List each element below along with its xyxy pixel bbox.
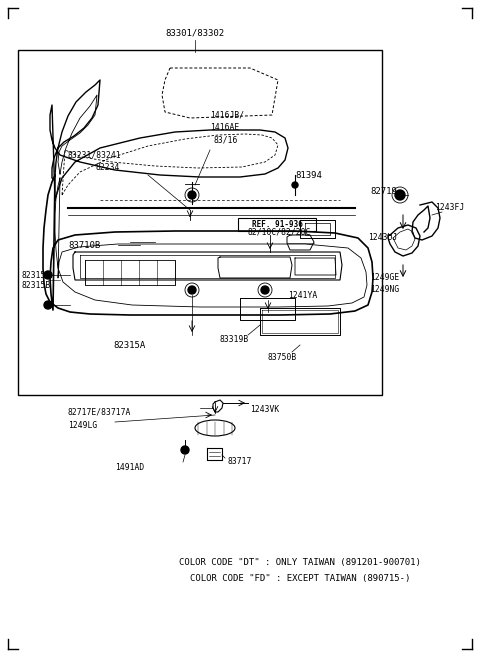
Text: 83717: 83717 (228, 457, 252, 466)
Text: 82315B: 82315B (22, 281, 51, 290)
Text: 83/16: 83/16 (214, 135, 239, 145)
Text: 1416AE: 1416AE (210, 122, 239, 131)
Text: 83319B: 83319B (220, 336, 249, 344)
Circle shape (261, 286, 269, 294)
Text: 1249GE: 1249GE (370, 273, 399, 283)
Text: 83301/83302: 83301/83302 (166, 28, 225, 37)
Circle shape (44, 271, 52, 279)
Circle shape (188, 191, 196, 199)
Text: 83231/83241: 83231/83241 (68, 150, 121, 160)
Bar (238, 218, 316, 231)
Circle shape (181, 446, 189, 454)
Text: 83710B: 83710B (68, 240, 100, 250)
Text: 81394: 81394 (295, 171, 322, 179)
Circle shape (44, 301, 52, 309)
Circle shape (395, 190, 405, 200)
Text: 1243VK: 1243VK (250, 405, 279, 415)
Circle shape (292, 182, 298, 188)
Text: COLOR CODE "FD" : EXCEPT TAIWAN (890715-): COLOR CODE "FD" : EXCEPT TAIWAN (890715-… (190, 574, 410, 583)
Text: 82719: 82719 (370, 187, 397, 196)
Text: 82/10C/82/20C: 82/10C/82/20C (248, 227, 312, 237)
Text: 1243FJ: 1243FJ (435, 204, 464, 212)
Text: 1241YA: 1241YA (288, 290, 317, 300)
Bar (18, 50, 382, 395)
Text: 82234: 82234 (95, 164, 120, 173)
Circle shape (188, 286, 196, 294)
Text: 1249NG: 1249NG (370, 286, 399, 294)
Text: 82315A: 82315A (22, 271, 51, 279)
Text: 82315A: 82315A (114, 340, 146, 350)
Text: REF. 91-936: REF. 91-936 (252, 220, 302, 229)
Ellipse shape (195, 420, 235, 436)
Text: 1243UJ: 1243UJ (368, 233, 397, 242)
Text: 82717E/83717A: 82717E/83717A (68, 407, 132, 417)
Text: 1491AD: 1491AD (115, 463, 144, 472)
Text: 1416JB/: 1416JB/ (210, 110, 244, 120)
Text: 1249LG: 1249LG (68, 420, 97, 430)
Text: COLOR CODE "DT" : ONLY TAIWAN (891201-900701): COLOR CODE "DT" : ONLY TAIWAN (891201-90… (179, 558, 421, 566)
Text: 83750B: 83750B (268, 353, 297, 363)
